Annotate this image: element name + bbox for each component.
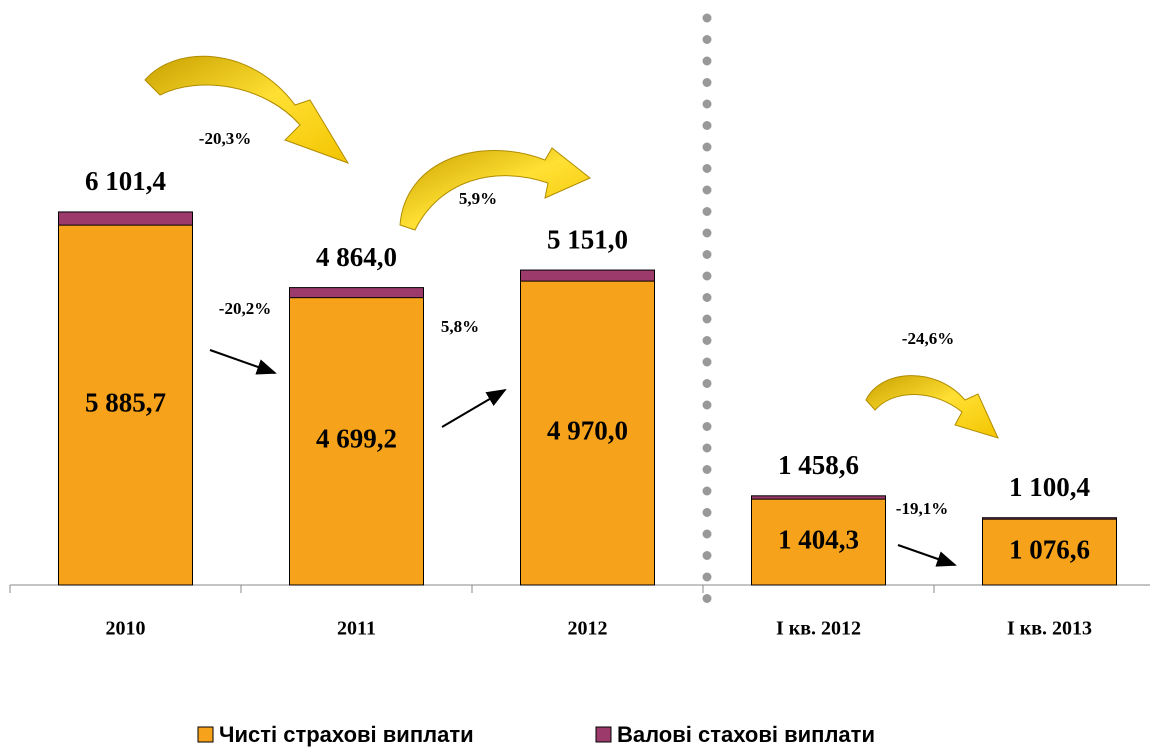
trend-arrow bbox=[897, 544, 957, 567]
annotation: 5,9% bbox=[459, 189, 497, 208]
annotation: -20,2% bbox=[219, 299, 271, 318]
legend-swatch bbox=[197, 726, 214, 743]
net-label: 1 076,6 bbox=[1009, 534, 1090, 564]
net-label: 4 970,0 bbox=[547, 415, 628, 445]
x-tick-label: 2012 bbox=[568, 618, 608, 640]
gross-label: 5 151,0 bbox=[547, 224, 628, 254]
x-tick-label: 2011 bbox=[337, 618, 376, 640]
curved-arrow bbox=[144, 55, 350, 164]
net-label: 4 699,2 bbox=[316, 424, 397, 454]
gross-label: 6 101,4 bbox=[85, 166, 166, 196]
net-label: 1 404,3 bbox=[778, 524, 859, 554]
gross-label: 4 864,0 bbox=[316, 242, 397, 272]
annotation: -24,6% bbox=[902, 329, 954, 348]
legend-swatch bbox=[595, 726, 612, 743]
bar-net bbox=[289, 297, 424, 586]
curved-arrow bbox=[399, 147, 591, 231]
legend-label: Валові стахові виплати bbox=[617, 722, 875, 747]
x-tick-label: I кв. 2012 bbox=[776, 618, 861, 640]
gross-label: 1 458,6 bbox=[778, 450, 859, 480]
annotation: -19,1% bbox=[896, 499, 948, 518]
annotation: -20,3% bbox=[199, 129, 251, 148]
bar-net bbox=[982, 518, 1117, 586]
net-label: 5 885,7 bbox=[85, 387, 166, 417]
annotation: 5,8% bbox=[441, 317, 479, 336]
x-tick-label: I кв. 2013 bbox=[1007, 618, 1092, 640]
legend-label: Чисті страхові виплати bbox=[219, 722, 474, 747]
bar-net bbox=[751, 498, 886, 586]
bar-net bbox=[520, 280, 655, 586]
curved-arrow bbox=[865, 375, 999, 439]
decorations bbox=[144, 13, 999, 605]
trend-arrow bbox=[441, 388, 507, 428]
bar-net bbox=[58, 224, 193, 586]
trend-arrow bbox=[209, 349, 277, 375]
gross-label: 1 100,4 bbox=[1009, 472, 1090, 502]
x-tick-label: 2010 bbox=[106, 618, 146, 640]
